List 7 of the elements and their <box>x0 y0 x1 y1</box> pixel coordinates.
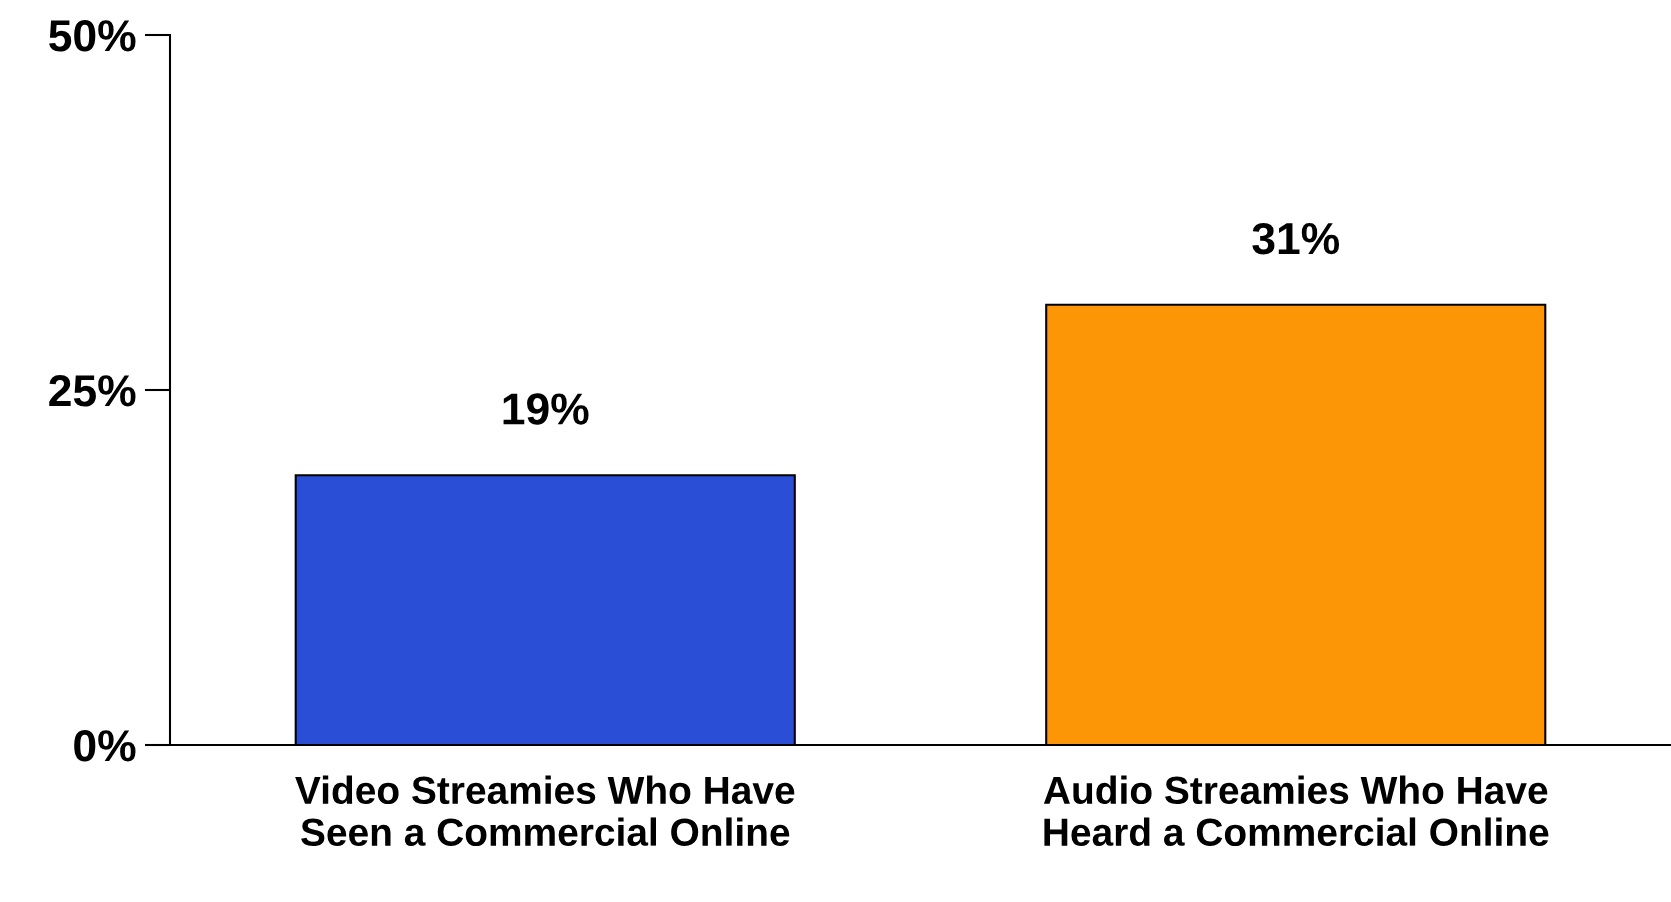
x-tick-label: Video Streamies Who Have Seen a Commercial Online <box>295 775 795 847</box>
y-tick-label: 50% <box>49 20 136 52</box>
data-label: 19% <box>503 393 589 425</box>
y-tick-label: 25% <box>49 375 136 407</box>
x-tick-label: Audio Streamies Who Have Heard a Commercial Online <box>1043 775 1549 847</box>
data-label: 31% <box>1252 222 1340 255</box>
y-tick-label: 0% <box>74 730 136 762</box>
